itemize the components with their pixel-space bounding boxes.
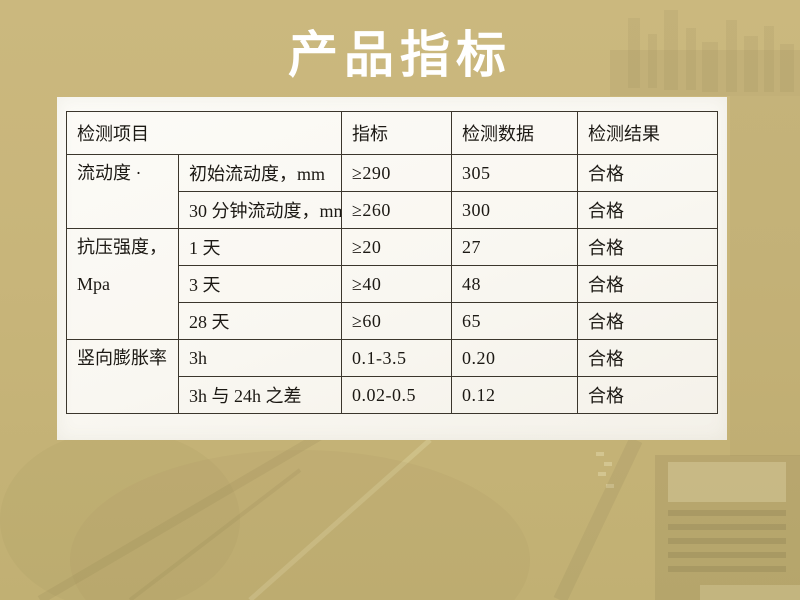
header-cell-item: 检测项目 [66,111,342,155]
cell-item: 3h [178,339,342,377]
category-label: 竖向膨胀率 [77,348,167,368]
category-cell-fluidity: 流动度 · [66,154,179,229]
product-indicators-table: 检测项目 指标 检测数据 检测结果 流动度 · 初始流动度，mm ≥290 30… [66,111,718,414]
cell-result: 合格 [577,191,718,229]
cell-item: 3h 与 24h 之差 [178,376,342,414]
cell-item: 30 分钟流动度，mm [178,191,342,229]
cell-item: 3 天 [178,265,342,303]
cell-result: 合格 [577,376,718,414]
header-cell-indicator: 指标 [341,111,452,155]
cell-item: 初始流动度，mm [178,154,342,192]
slide-title: 产品指标 [288,27,512,83]
cell-indicator: 0.1-3.5 [341,339,452,377]
scanned-table-image: 检测项目 指标 检测数据 检测结果 流动度 · 初始流动度，mm ≥290 30… [57,97,727,440]
table-row: 抗压强度， Mpa 1 天 ≥20 27 合格 [66,228,718,340]
header-cell-data: 检测数据 [451,111,578,155]
table-row: 流动度 · 初始流动度，mm ≥290 305 合格 [66,154,718,229]
cell-data: 305 [451,154,578,192]
cell-data: 300 [451,191,578,229]
cell-indicator: ≥20 [341,228,452,266]
cell-item: 28 天 [178,302,342,340]
cell-result: 合格 [577,265,718,303]
cell-result: 合格 [577,302,718,340]
cell-data: 65 [451,302,578,340]
cell-indicator: ≥290 [341,154,452,192]
table-row: 3 天 ≥40 48 合格 [67,265,718,303]
category-label: 抗压强度， [77,237,167,257]
cell-indicator: ≥40 [341,265,452,303]
cell-result: 合格 [577,154,718,192]
cell-data: 0.12 [451,376,578,414]
cell-result: 合格 [577,228,718,266]
table-header-row: 检测项目 指标 检测数据 检测结果 [66,111,718,155]
cell-data: 48 [451,265,578,303]
category-cell-vertical-expansion: 竖向膨胀率 [66,339,179,414]
table-row: 竖向膨胀率 3h 0.1-3.5 0.20 合格 [66,339,718,414]
cell-indicator: ≥260 [341,191,452,229]
table-row: 28 天 ≥60 65 合格 [67,302,718,340]
category-label-unit: Mpa [77,274,110,294]
cell-data: 27 [451,228,578,266]
table-row: 3h 与 24h 之差 0.02-0.5 0.12 合格 [67,376,718,414]
cell-data: 0.20 [451,339,578,377]
cell-indicator: ≥60 [341,302,452,340]
category-label: 流动度 · [77,163,142,183]
cell-item: 1 天 [178,228,342,266]
header-cell-result: 检测结果 [577,111,718,155]
cell-result: 合格 [577,339,718,377]
table-row: 30 分钟流动度，mm ≥260 300 合格 [67,191,718,229]
category-cell-compressive-strength: 抗压强度， Mpa [66,228,179,340]
cell-indicator: 0.02-0.5 [341,376,452,414]
